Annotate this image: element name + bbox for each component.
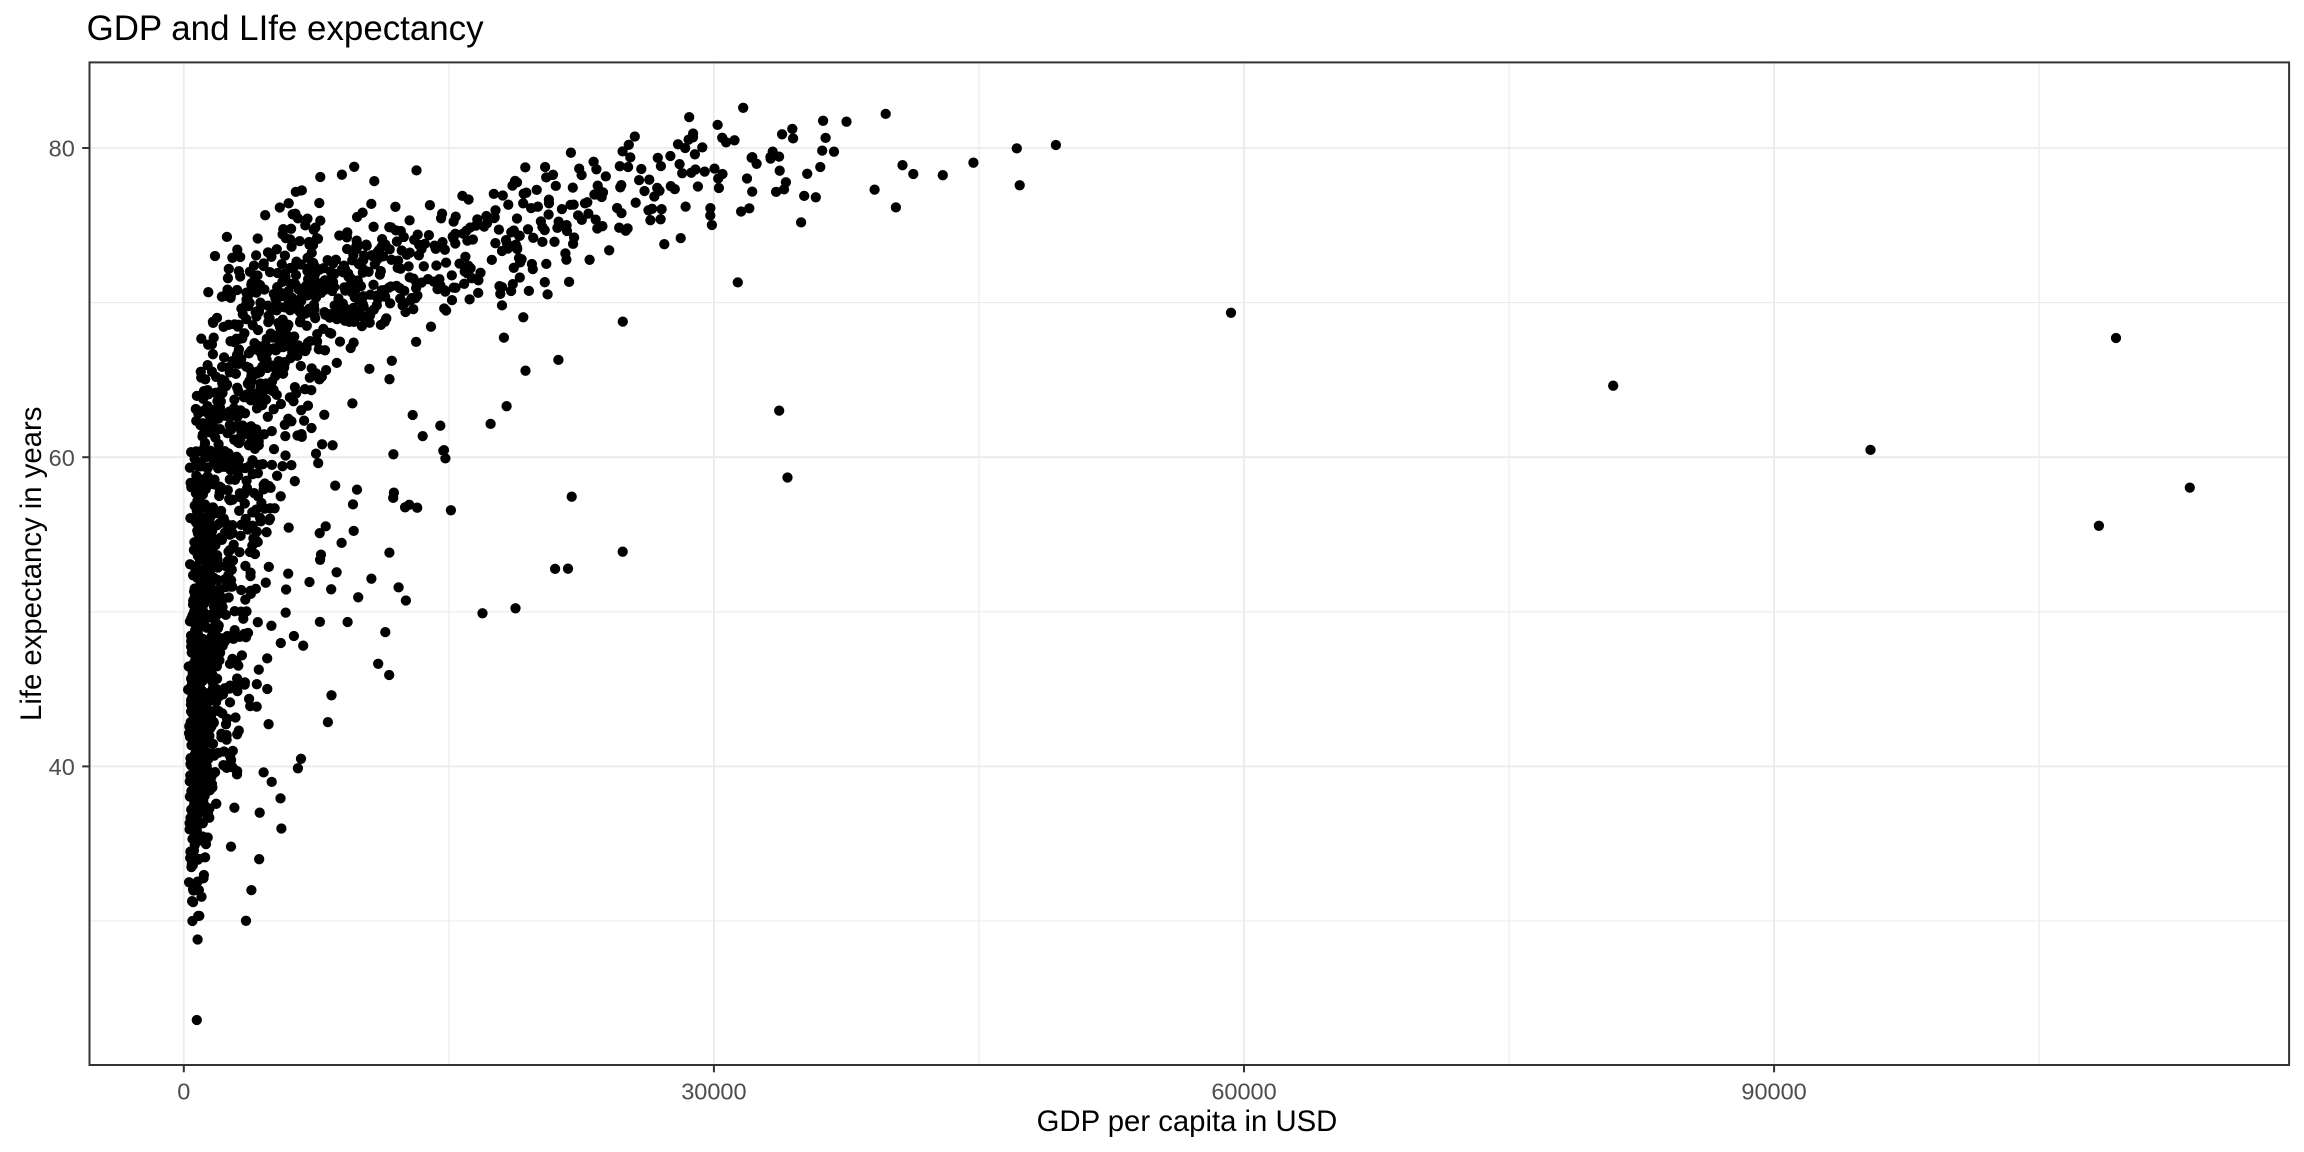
svg-text:60000: 60000	[1211, 1079, 1276, 1105]
svg-text:40: 40	[49, 754, 75, 780]
svg-text:80: 80	[49, 136, 75, 162]
svg-text:30000: 30000	[681, 1079, 746, 1105]
svg-text:GDP per capita in USD: GDP per capita in USD	[1037, 1105, 1338, 1138]
svg-text:Life expectancy in years: Life expectancy in years	[15, 407, 48, 721]
svg-text:0: 0	[177, 1079, 190, 1105]
svg-text:GDP and LIfe expectancy: GDP and LIfe expectancy	[87, 9, 485, 48]
svg-text:60: 60	[49, 445, 75, 471]
svg-text:90000: 90000	[1741, 1079, 1806, 1105]
